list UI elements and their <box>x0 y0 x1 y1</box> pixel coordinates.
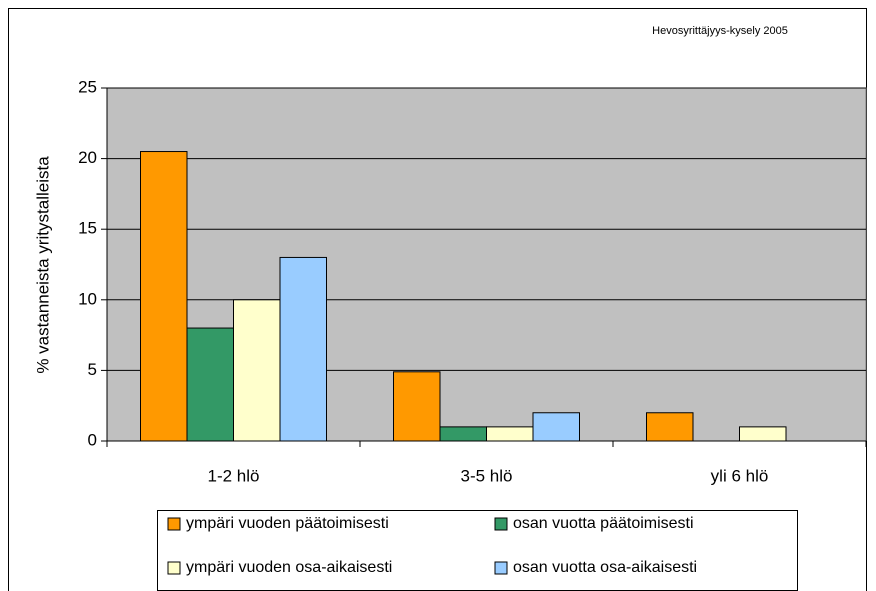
bar <box>486 426 534 442</box>
bar <box>739 426 787 442</box>
bar <box>233 299 281 442</box>
bar <box>532 412 580 442</box>
y-tick-label: 10 <box>78 289 97 308</box>
y-tick-label: 0 <box>88 430 97 449</box>
y-tick-label: 5 <box>88 360 97 379</box>
bar <box>186 327 234 442</box>
x-tick-label: yli 6 hlö <box>711 466 769 485</box>
legend-swatch <box>494 561 508 575</box>
bar <box>393 371 441 442</box>
y-axis-label: % vastanneista yritystalleista <box>33 156 52 374</box>
x-tick-label: 1-2 hlö <box>208 466 260 485</box>
annotation: Hevosyrittäjyys-kysely 2005 <box>652 25 788 37</box>
y-tick-label: 20 <box>78 148 97 167</box>
bar <box>140 151 188 442</box>
legend-swatch <box>167 517 181 531</box>
x-tick-label: 3-5 hlö <box>461 466 513 485</box>
legend-swatch <box>494 517 508 531</box>
legend-label: ympäri vuoden osa-aikaisesti <box>186 559 392 576</box>
legend-swatch <box>167 561 181 575</box>
bar <box>439 426 487 442</box>
bar <box>646 412 694 442</box>
legend-label: osan vuotta osa-aikaisesti <box>513 559 697 576</box>
bar <box>279 256 327 442</box>
y-tick-label: 15 <box>78 219 97 238</box>
y-tick-label: 25 <box>78 77 97 96</box>
legend-label: osan vuotta päätoimisesti <box>513 515 694 532</box>
legend-label: ympäri vuoden päätoimisesti <box>186 515 389 532</box>
